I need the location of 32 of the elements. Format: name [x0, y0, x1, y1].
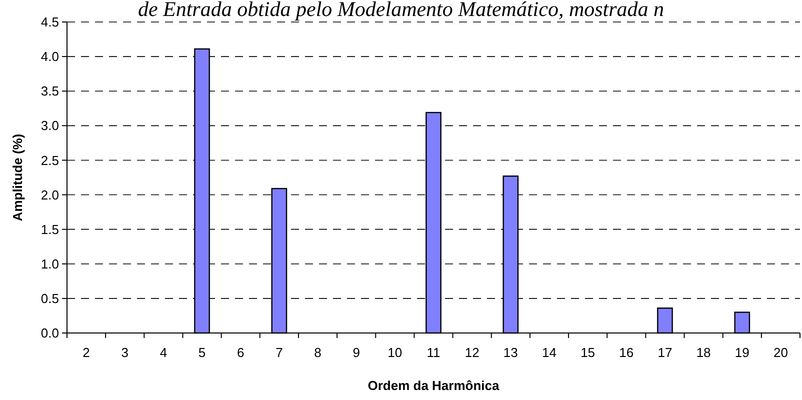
x-tick-label: 10	[388, 345, 402, 360]
y-tick-label: 4.0	[40, 49, 59, 64]
y-tick-label: 0.0	[40, 326, 59, 341]
chart-title: de Entrada obtida pelo Modelamento Matemático, mostrada n	[138, 0, 664, 21]
x-tick-label: 20	[773, 345, 788, 360]
x-tick-label: 8	[314, 345, 322, 360]
y-tick-label: 2.5	[40, 152, 59, 168]
y-tick-label: 4.5	[40, 14, 59, 30]
x-tick-label: 3	[121, 345, 128, 360]
x-tick-label: 19	[734, 345, 750, 360]
x-tick-label: 6	[236, 345, 244, 360]
x-axis-title: Ordem da Harmônica	[368, 378, 500, 393]
x-tick-label: 14	[542, 345, 556, 360]
y-axis-title: Amplitude (%)	[10, 134, 25, 222]
x-tick-label: 15	[580, 345, 596, 360]
x-tick-label: 17	[658, 345, 672, 360]
x-tick-label: 16	[619, 345, 634, 360]
x-tick-label: 9	[352, 345, 360, 360]
x-tick-label: 2	[82, 345, 90, 360]
y-tick-label: 0.5	[40, 290, 59, 306]
x-tick-label: 7	[276, 345, 283, 360]
x-tick-label: 18	[696, 345, 711, 360]
y-tick-label: 2.0	[40, 187, 59, 202]
x-tick-label: 4	[160, 345, 168, 360]
x-tick-label: 13	[503, 345, 518, 360]
y-tick-label: 1.5	[40, 222, 59, 237]
x-tick-label: 12	[464, 345, 480, 360]
x-tick-label: 5	[198, 345, 206, 360]
x-tick-label: 11	[426, 345, 440, 360]
y-tick-label: 3.0	[40, 118, 59, 134]
y-tick-label: 3.5	[40, 84, 59, 99]
y-tick-label: 1.0	[40, 256, 59, 272]
